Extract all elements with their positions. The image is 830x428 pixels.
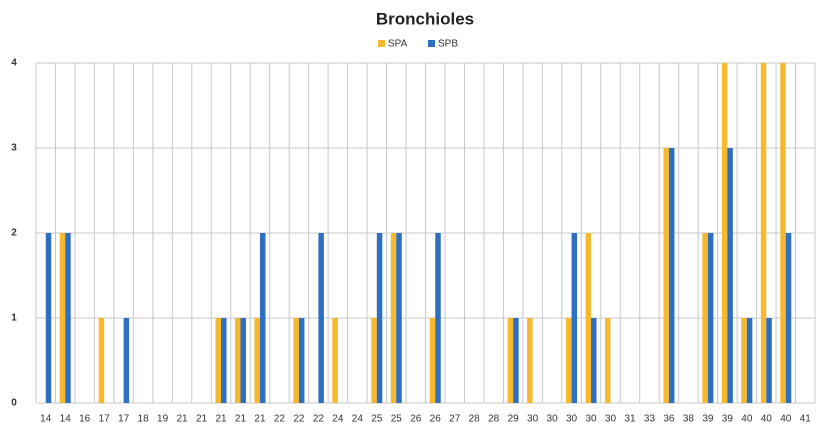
bar bbox=[585, 233, 592, 403]
bar bbox=[429, 318, 436, 403]
x-tick-label: 25 bbox=[391, 414, 403, 425]
bar bbox=[760, 63, 767, 403]
x-tick-label: 21 bbox=[196, 414, 208, 425]
x-tick-label: 14 bbox=[40, 414, 52, 425]
bar bbox=[332, 318, 338, 403]
bar bbox=[591, 318, 597, 403]
bar bbox=[513, 318, 519, 403]
x-tick-label: 40 bbox=[780, 414, 792, 425]
bar bbox=[396, 233, 402, 403]
x-tick-label: 21 bbox=[215, 414, 227, 425]
bar bbox=[605, 318, 611, 403]
bar bbox=[390, 233, 397, 403]
bar bbox=[123, 318, 130, 403]
bar bbox=[507, 318, 514, 403]
bar bbox=[727, 148, 733, 403]
bar bbox=[746, 318, 753, 403]
bar bbox=[293, 318, 299, 403]
x-tick-label: 16 bbox=[79, 414, 91, 425]
x-tick-label: 25 bbox=[371, 414, 383, 425]
x-tick-label: 30 bbox=[527, 414, 539, 425]
x-tick-label: 33 bbox=[644, 414, 656, 425]
bar bbox=[240, 318, 246, 403]
bar bbox=[663, 148, 669, 403]
bar bbox=[298, 318, 305, 403]
bar bbox=[668, 148, 675, 403]
legend-label: SPA bbox=[388, 39, 408, 50]
y-tick-label: 3 bbox=[11, 143, 17, 154]
x-tick-label: 30 bbox=[605, 414, 617, 425]
x-tick-label: 40 bbox=[741, 414, 753, 425]
bar bbox=[98, 318, 105, 403]
bar bbox=[221, 318, 227, 403]
y-tick-label: 2 bbox=[11, 228, 17, 239]
x-tick-label: 39 bbox=[702, 414, 714, 425]
bar bbox=[259, 233, 266, 403]
x-tick-label: 24 bbox=[352, 414, 364, 425]
x-tick-label: 39 bbox=[722, 414, 734, 425]
bar bbox=[318, 233, 324, 403]
x-tick-label: 22 bbox=[313, 414, 325, 425]
bar bbox=[702, 233, 708, 403]
x-tick-label: 28 bbox=[469, 414, 481, 425]
bar bbox=[234, 318, 241, 403]
bar bbox=[215, 318, 222, 403]
bar bbox=[721, 63, 728, 403]
x-tick-label: 28 bbox=[488, 414, 500, 425]
bar bbox=[435, 233, 441, 403]
bar bbox=[741, 318, 747, 403]
bar bbox=[780, 63, 786, 403]
x-tick-label: 17 bbox=[118, 414, 130, 425]
x-tick-label: 18 bbox=[138, 414, 150, 425]
x-tick-label: 21 bbox=[254, 414, 266, 425]
y-tick-label: 1 bbox=[11, 313, 17, 324]
legend-swatch bbox=[428, 40, 435, 47]
legend-swatch bbox=[378, 40, 385, 47]
y-tick-label: 4 bbox=[11, 58, 17, 69]
x-tick-label: 26 bbox=[410, 414, 422, 425]
x-tick-label: 21 bbox=[235, 414, 247, 425]
x-tick-label: 22 bbox=[274, 414, 286, 425]
bar bbox=[527, 318, 533, 403]
x-tick-label: 29 bbox=[508, 414, 520, 425]
x-tick-label: 19 bbox=[157, 414, 169, 425]
x-tick-label: 31 bbox=[624, 414, 636, 425]
chart-title: Bronchioles bbox=[376, 9, 474, 28]
x-tick-label: 22 bbox=[293, 414, 305, 425]
bar bbox=[785, 233, 792, 403]
x-tick-label: 17 bbox=[99, 414, 111, 425]
bar bbox=[59, 233, 66, 403]
x-tick-label: 30 bbox=[585, 414, 597, 425]
x-tick-label: 38 bbox=[683, 414, 695, 425]
x-tick-label: 30 bbox=[547, 414, 559, 425]
bar bbox=[371, 318, 377, 403]
x-tick-label: 41 bbox=[800, 414, 812, 425]
x-tick-label: 36 bbox=[663, 414, 675, 425]
bar bbox=[65, 233, 71, 403]
bar bbox=[376, 233, 383, 403]
bar bbox=[45, 233, 52, 403]
bar bbox=[254, 318, 260, 403]
legend-label: SPB bbox=[438, 39, 458, 50]
y-tick-label: 0 bbox=[11, 398, 17, 409]
bar bbox=[566, 318, 572, 403]
x-tick-label: 21 bbox=[177, 414, 189, 425]
x-tick-label: 14 bbox=[60, 414, 72, 425]
bar bbox=[571, 233, 578, 403]
x-tick-label: 40 bbox=[761, 414, 773, 425]
bar bbox=[766, 318, 772, 403]
bar bbox=[707, 233, 714, 403]
x-tick-label: 26 bbox=[430, 414, 442, 425]
x-tick-label: 27 bbox=[449, 414, 461, 425]
x-tick-label: 24 bbox=[332, 414, 344, 425]
x-tick-label: 30 bbox=[566, 414, 578, 425]
